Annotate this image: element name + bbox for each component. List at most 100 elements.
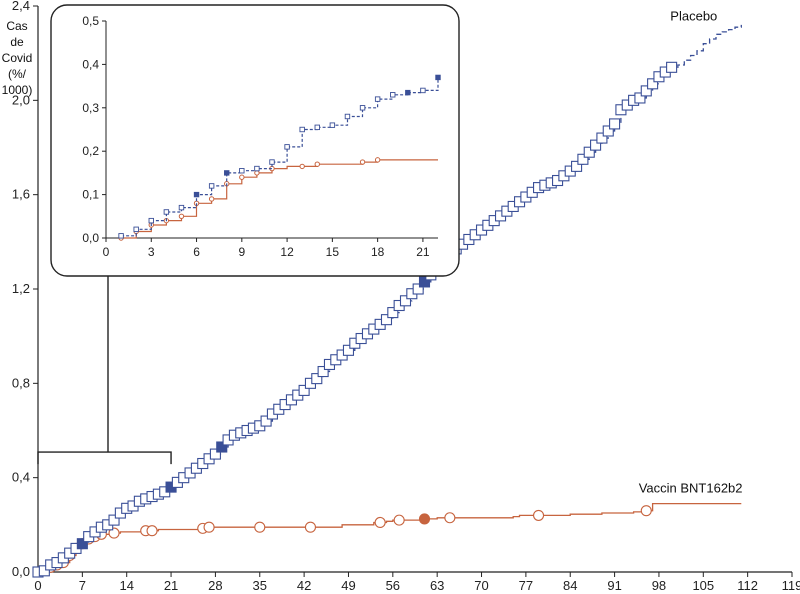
- placebo-marker: [647, 78, 659, 90]
- inset-vaccin-marker: [239, 174, 245, 180]
- inset-y-tick-label: 0,2: [82, 144, 99, 158]
- vaccin-marker: [254, 521, 266, 533]
- inset-placebo-marker: [178, 204, 185, 211]
- placebo-marker: [209, 448, 221, 460]
- x-tick-label: 21: [164, 578, 178, 593]
- vaccin-marker: [146, 525, 158, 537]
- placebo-marker: [590, 139, 602, 151]
- x-tick-label: 98: [652, 578, 666, 593]
- inset-placebo-marker: [344, 113, 351, 120]
- placebo-marker: [634, 92, 646, 104]
- zoom-bracket-line: [37, 451, 172, 465]
- vaccin-marker: [304, 521, 317, 533]
- x-tick-label: 14: [119, 578, 133, 593]
- placebo-marker: [571, 160, 583, 172]
- placebo-marker: [412, 283, 424, 295]
- placebo-marker: [216, 441, 228, 453]
- inset-placebo-marker: [224, 170, 230, 176]
- inset-placebo-marker: [329, 122, 336, 128]
- y-tick-label: 0,8: [12, 375, 30, 390]
- vaccin-marker: [444, 512, 456, 524]
- x-tick-label: 28: [208, 578, 222, 593]
- x-tick-label: 70: [474, 578, 488, 593]
- x-tick-label: 84: [563, 578, 577, 593]
- inset-placebo-marker: [405, 89, 411, 96]
- placebo-marker: [260, 415, 272, 427]
- inset-placebo-marker: [314, 124, 320, 131]
- series-placebo: [32, 24, 742, 578]
- placebo-marker: [399, 295, 412, 307]
- inset-y-tick-label: 0,0: [82, 231, 99, 245]
- placebo-marker: [666, 61, 678, 73]
- placebo-marker: [108, 514, 120, 526]
- x-tick-label: 49: [341, 578, 355, 593]
- inset-x-tick-label: 3: [148, 245, 155, 259]
- x-tick-labels: 0 7 14 21 28 35 42 49 56 63 70 77 84 91 98 105 112 119: [34, 572, 800, 593]
- vaccin-step-line: [38, 502, 742, 573]
- inset-placebo-marker: [269, 159, 275, 165]
- vaccin-marker: [418, 513, 431, 525]
- inset-x-tick-label: 21: [416, 245, 430, 259]
- x-tick-label: 42: [297, 578, 311, 593]
- inset-x-tick-label: 15: [326, 245, 340, 259]
- inset-x-tick-label: 0: [103, 245, 110, 259]
- inset-vaccin-marker: [208, 196, 215, 202]
- placebo-marker: [577, 153, 589, 165]
- inset-placebo-marker: [239, 168, 245, 174]
- placebo-label: Placebo: [670, 8, 717, 23]
- vaccin-marker: [374, 516, 386, 529]
- placebo-marker: [311, 373, 323, 385]
- x-tick-label: 35: [253, 578, 267, 593]
- placebo-marker: [583, 146, 595, 158]
- inset-vaccin-marker: [254, 170, 260, 176]
- inset-placebo-marker: [359, 105, 366, 111]
- inset-placebo-marker: [284, 144, 290, 150]
- y-tick-label: 1,6: [12, 187, 30, 202]
- inset-frame: [50, 4, 460, 277]
- inset-zoom-bracket: [37, 276, 172, 465]
- placebo-marker: [342, 344, 355, 356]
- vaccin-marker: [108, 527, 120, 539]
- vaccin-label: Vaccin BNT162b2: [639, 481, 743, 496]
- inset-placebo-marker: [299, 126, 305, 133]
- placebo-marker: [317, 365, 329, 378]
- y-tick-label: 2,0: [12, 92, 30, 107]
- inset-vaccin-marker: [359, 159, 366, 165]
- x-tick-label: 119: [782, 578, 800, 593]
- vaccin-marker: [203, 521, 215, 533]
- inset-y-tick-label: 0,5: [82, 14, 99, 28]
- inset-x-tick-label: 12: [280, 245, 294, 259]
- placebo-marker: [298, 384, 310, 396]
- y-axis-label-line: Cas: [6, 19, 27, 33]
- inset-placebo-marker: [390, 92, 396, 98]
- inset-placebo-marker: [163, 209, 170, 215]
- inset-placebo-marker: [193, 191, 200, 198]
- inset-y-tick-label: 0,4: [82, 57, 99, 71]
- inset-x-tick-label: 18: [371, 245, 385, 259]
- inset-x-tick-label: 9: [238, 245, 245, 259]
- x-tick-label: 105: [692, 578, 714, 593]
- x-tick-label: 0: [34, 578, 41, 593]
- y-tick-labels: 0,0 0,4 0,8 1,2 1,6 2,0 2,4: [12, 0, 38, 579]
- vaccin-marker: [393, 514, 405, 526]
- series-vaccin: [32, 502, 742, 578]
- placebo-marker: [387, 307, 399, 319]
- vaccin-marker: [533, 509, 545, 521]
- inset-chart: 0 3 6 9 12 15 18 21 0,0 0,1 0,2 0,3 0,4 0,5: [50, 4, 460, 277]
- placebo-marker: [596, 132, 608, 144]
- y-tick-label: 0,0: [12, 564, 30, 579]
- y-tick-label: 2,4: [12, 0, 30, 13]
- x-tick-label: 63: [430, 578, 444, 593]
- inset-x-tick-label: 6: [193, 245, 200, 259]
- inset-placebo-marker: [118, 233, 124, 239]
- series-labels: Placebo Vaccin BNT162b2: [639, 8, 743, 495]
- y-axis-label-line: Covid: [2, 51, 33, 65]
- placebo-marker: [418, 276, 431, 288]
- x-tick-label: 56: [386, 578, 400, 593]
- y-tick-label: 0,4: [12, 470, 30, 485]
- inset-placebo-marker: [133, 226, 139, 233]
- y-tick-label: 1,2: [12, 281, 30, 296]
- inset-placebo-marker: [208, 183, 215, 189]
- inset-placebo-marker: [374, 96, 381, 102]
